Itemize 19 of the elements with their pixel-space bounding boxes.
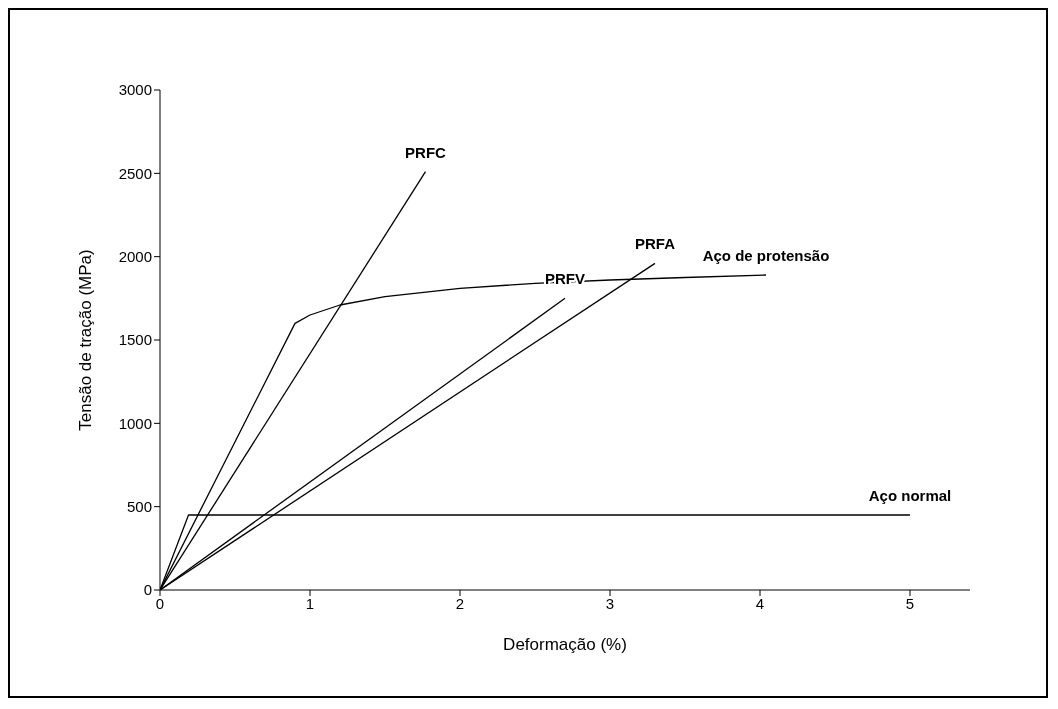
y-tick-label: 0 (143, 581, 152, 599)
x-tick-label: 3 (605, 594, 615, 612)
series-label: Aço de protensão (702, 247, 830, 264)
y-tick-label: 1000 (118, 414, 152, 432)
series-label: PRFA (634, 235, 676, 253)
series-label: Aço normal (868, 487, 952, 504)
y-tick-label: 1500 (118, 331, 152, 349)
y-tick-label: 3000 (118, 81, 152, 99)
y-tick-label: 2000 (118, 247, 152, 265)
y-axis-title: Tensão de tração (MPa) (76, 249, 96, 431)
x-axis-title: Deformação (%) (503, 635, 627, 654)
y-tick-label: 2500 (118, 164, 152, 182)
x-tick-label: 1 (305, 594, 315, 612)
y-tick-label: 500 (126, 497, 152, 515)
x-tick-label: 0 (155, 594, 165, 612)
x-tick-label: 4 (755, 594, 765, 612)
x-tick-label: 5 (905, 594, 915, 612)
series-label: PRFC (405, 143, 447, 161)
x-tick-label: 2 (455, 594, 465, 612)
